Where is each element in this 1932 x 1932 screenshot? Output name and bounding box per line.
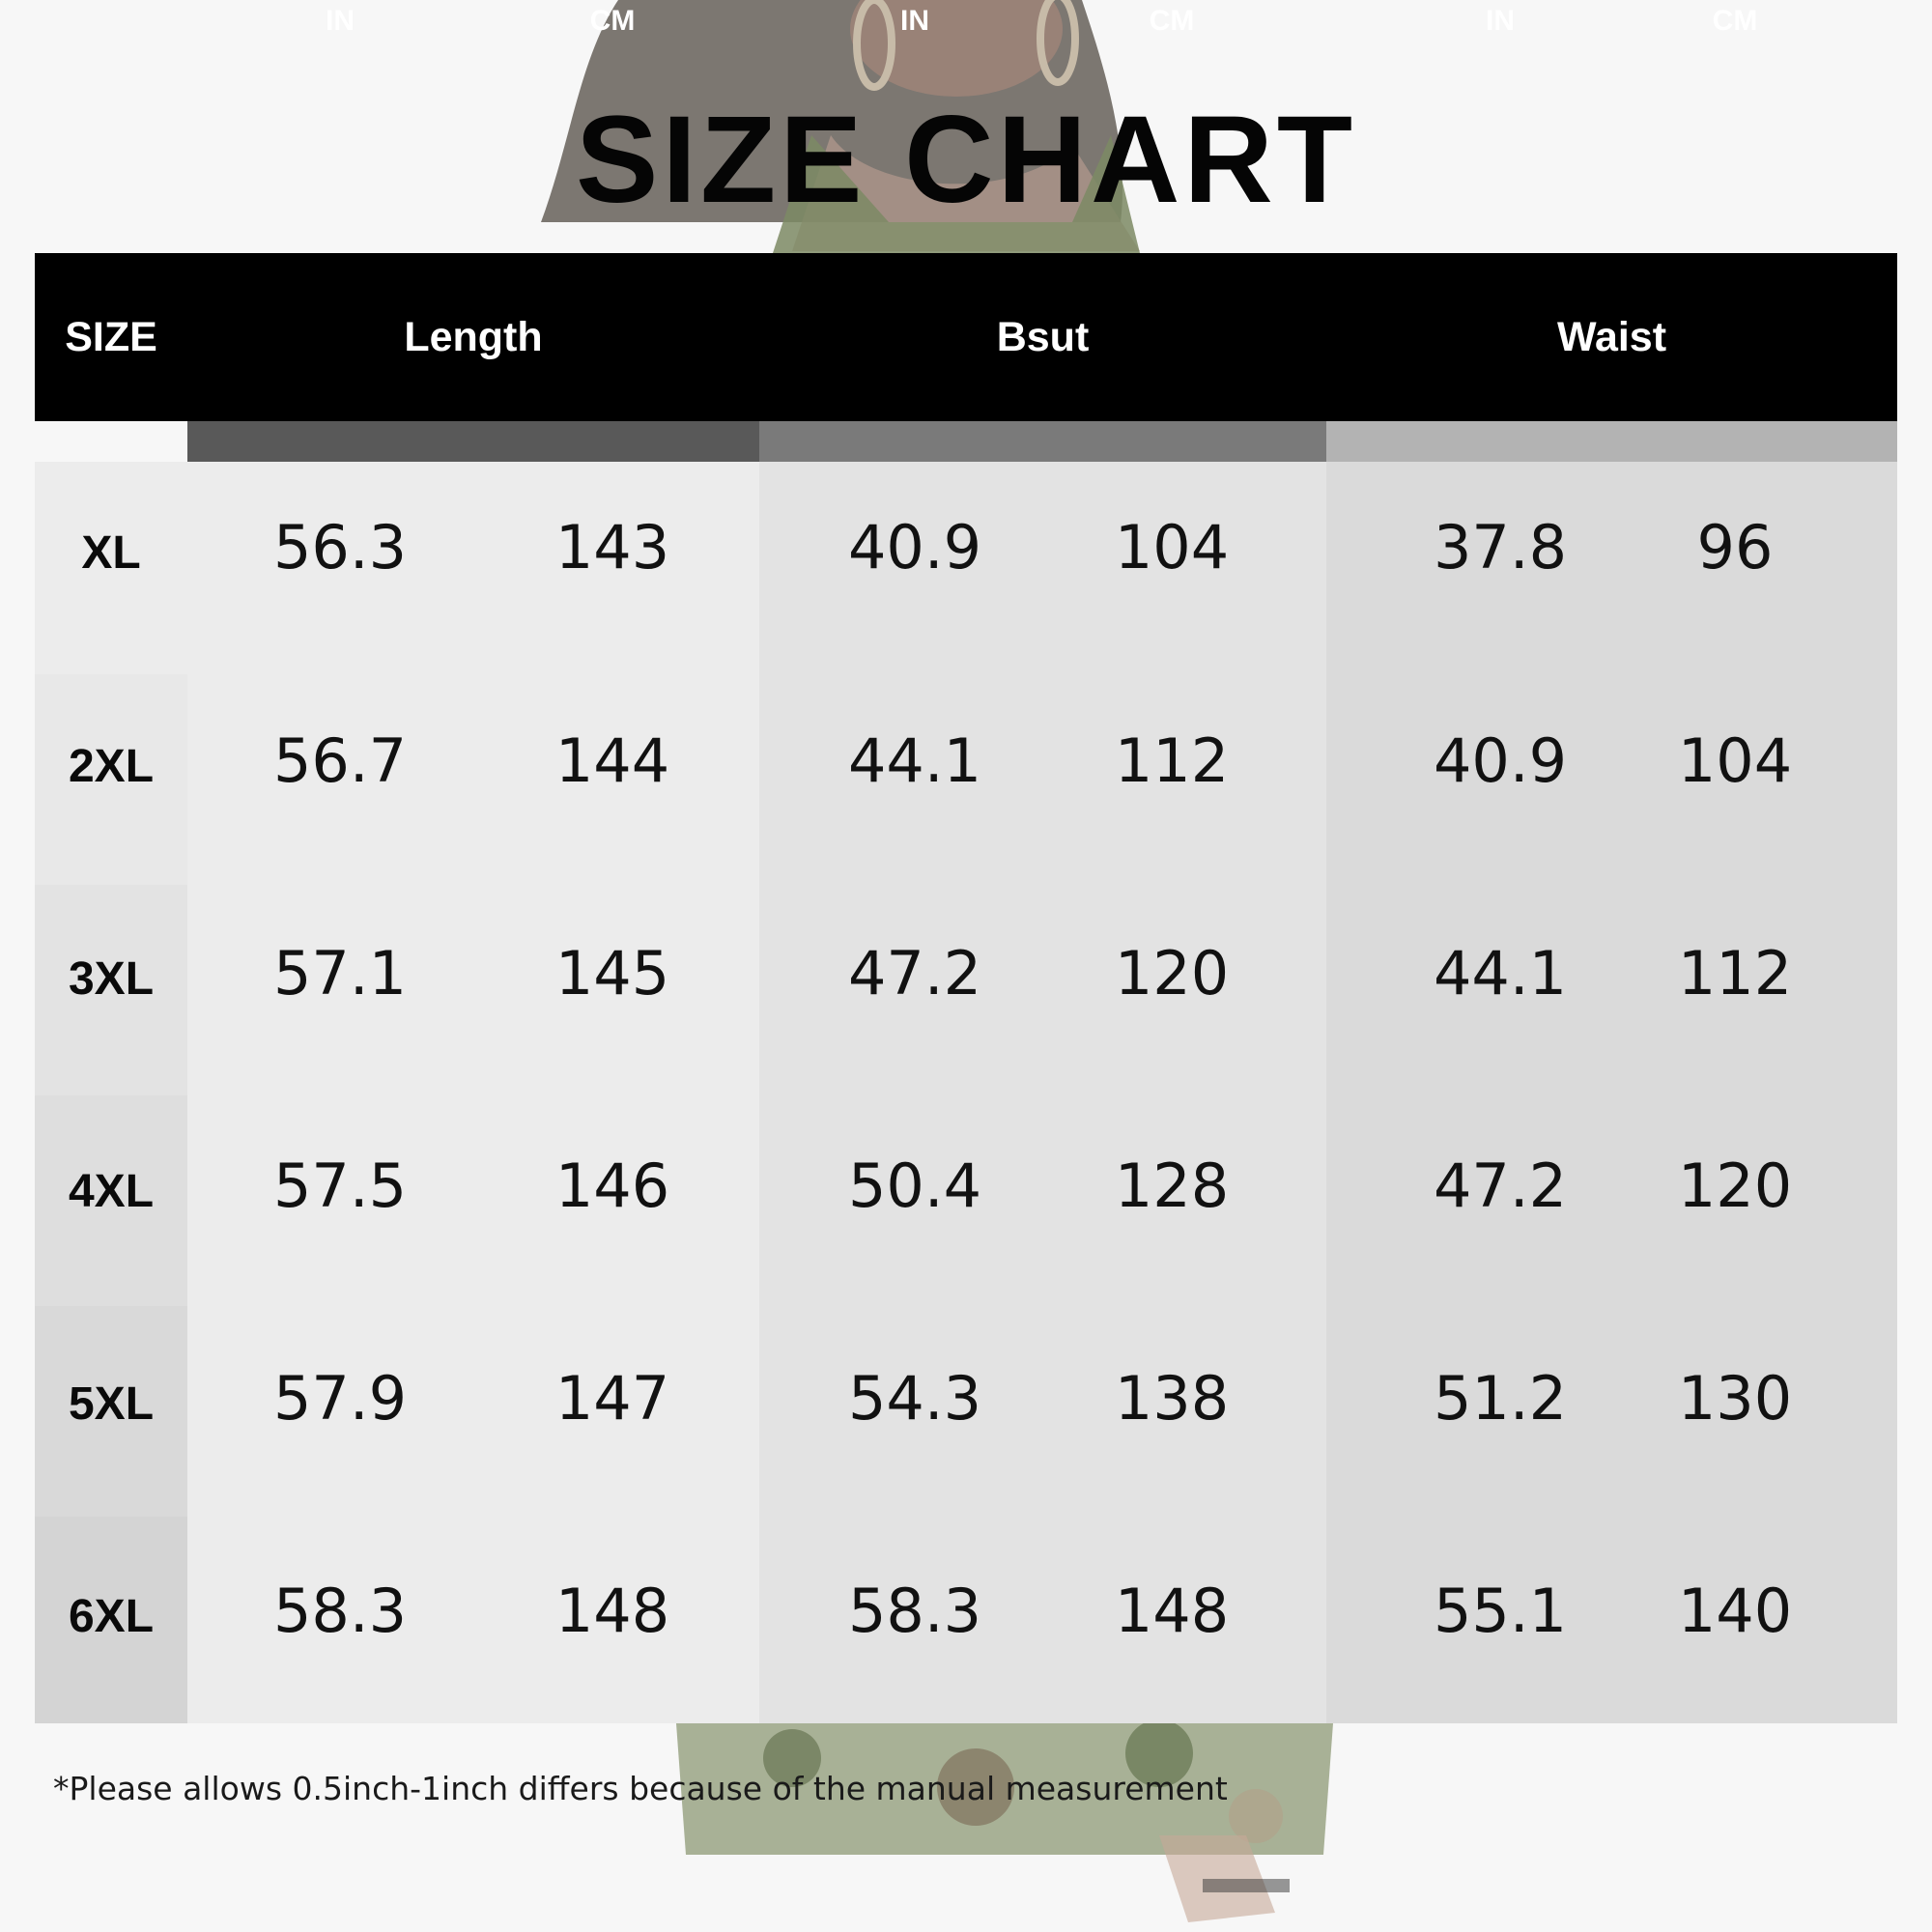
table-header: SIZE Length Bsut Waist: [35, 253, 1897, 421]
table-cell: 147: [554, 1363, 670, 1434]
size-label-4xl: 4XL: [68, 1166, 155, 1217]
size-label-xl: XL: [81, 527, 141, 579]
table-cell: 47.2: [847, 938, 982, 1009]
table-cell: 51.2: [1433, 1363, 1568, 1434]
table-cell: 54.3: [847, 1363, 982, 1434]
size-cell: [35, 1517, 187, 1723]
size-cell: [35, 1095, 187, 1306]
bust-unit-row: [759, 421, 1326, 462]
length-cm-unit: CM: [589, 5, 636, 37]
table-cell: 58.3: [847, 1576, 982, 1646]
size-column-header: SIZE: [65, 314, 157, 360]
table-cell: 145: [554, 938, 670, 1009]
length-in-unit: IN: [326, 5, 355, 37]
waist-cm-unit: CM: [1712, 5, 1758, 37]
table-cell: 130: [1677, 1363, 1793, 1434]
table-cell: 44.1: [1433, 938, 1568, 1009]
length-unit-row: [187, 421, 759, 462]
table-cell: 37.8: [1433, 512, 1568, 582]
size-cell: [35, 1306, 187, 1517]
table-cell: 148: [554, 1576, 670, 1646]
table-cell: 40.9: [1433, 725, 1568, 796]
table-cell: 120: [1114, 938, 1230, 1009]
table-cell: 55.1: [1433, 1576, 1568, 1646]
table-cell: 104: [1114, 512, 1230, 582]
table-cell: 140: [1677, 1576, 1793, 1646]
bust-cm-unit: CM: [1149, 5, 1195, 37]
table-cell: 47.2: [1433, 1151, 1568, 1221]
table-cell: 57.5: [272, 1151, 408, 1221]
table-cell: 50.4: [847, 1151, 982, 1221]
size-cell: [35, 885, 187, 1095]
size-label-5xl: 5XL: [68, 1378, 155, 1430]
table-cell: 128: [1114, 1151, 1230, 1221]
waist-unit-row: [1326, 421, 1897, 462]
table-cell: 146: [554, 1151, 670, 1221]
table-cell: 56.7: [272, 725, 408, 796]
table-cell: 57.9: [272, 1363, 408, 1434]
table-cell: 144: [554, 725, 670, 796]
length-column-header: Length: [404, 314, 543, 360]
size-label-2xl: 2XL: [68, 741, 155, 792]
size-cell: [35, 462, 187, 674]
size-label-6xl: 6XL: [68, 1591, 155, 1642]
waist-in-unit: IN: [1486, 5, 1515, 37]
table-cell: 58.3: [272, 1576, 408, 1646]
table-cell: 138: [1114, 1363, 1230, 1434]
waist-column: [1326, 462, 1897, 1723]
table-cell: 120: [1677, 1151, 1793, 1221]
table-cell: 112: [1114, 725, 1230, 796]
size-cell: [35, 674, 187, 885]
waist-column-header: Waist: [1556, 314, 1667, 360]
table-cell: 44.1: [847, 725, 982, 796]
measurement-footnote: *Please allows 0.5inch-1inch differs bec…: [53, 1770, 1228, 1807]
table-cell: 96: [1696, 512, 1774, 582]
size-label-3xl: 3XL: [68, 953, 155, 1005]
page-title: SIZE CHART: [576, 91, 1356, 229]
table-cell: 148: [1114, 1576, 1230, 1646]
table-cell: 104: [1677, 725, 1793, 796]
table-cell: 56.3: [272, 512, 408, 582]
table-cell: 143: [554, 512, 670, 582]
table-cell: 112: [1677, 938, 1793, 1009]
bust-in-unit: IN: [900, 5, 929, 37]
bust-column-header: Bsut: [996, 314, 1090, 360]
bust-column: [759, 462, 1326, 1723]
table-cell: 57.1: [272, 938, 408, 1009]
table-cell: 40.9: [847, 512, 982, 582]
length-column: [187, 462, 759, 1723]
